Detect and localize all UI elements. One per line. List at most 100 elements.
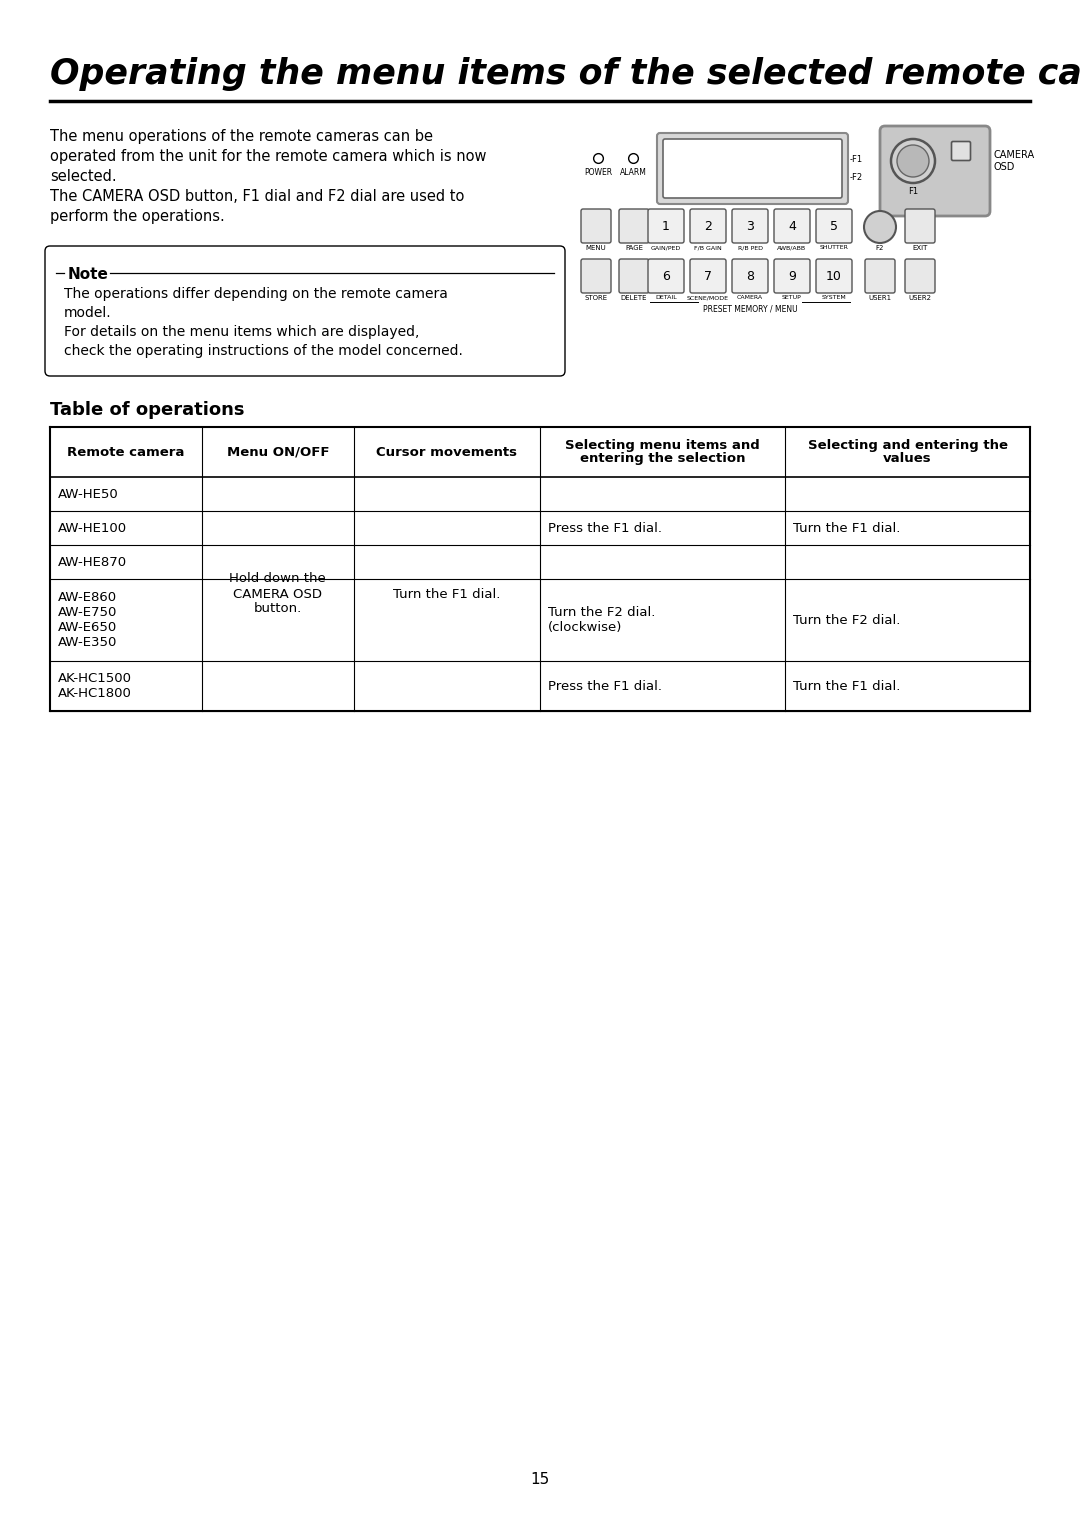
- Text: Selecting and entering the: Selecting and entering the: [808, 438, 1008, 452]
- FancyBboxPatch shape: [905, 209, 935, 243]
- Text: 4: 4: [788, 220, 796, 234]
- Text: AW-E350: AW-E350: [58, 637, 118, 649]
- Text: AW-HE100: AW-HE100: [58, 522, 127, 534]
- Circle shape: [897, 145, 929, 177]
- Text: AW-E650: AW-E650: [58, 621, 118, 634]
- Text: button.: button.: [254, 603, 302, 615]
- Text: 9: 9: [788, 270, 796, 284]
- Text: CAMERA: CAMERA: [737, 295, 764, 299]
- FancyBboxPatch shape: [905, 260, 935, 293]
- Text: AK-HC1800: AK-HC1800: [58, 687, 132, 699]
- Text: For details on the menu items which are displayed,: For details on the menu items which are …: [64, 325, 419, 339]
- Text: 5: 5: [831, 220, 838, 234]
- Text: EXIT: EXIT: [913, 244, 928, 250]
- Text: Remote camera: Remote camera: [67, 446, 185, 458]
- Text: ALARM: ALARM: [620, 168, 647, 177]
- Text: AW-E750: AW-E750: [58, 606, 118, 618]
- Text: DELETE: DELETE: [621, 295, 647, 301]
- Text: 10: 10: [826, 270, 842, 284]
- Text: AW-HE870: AW-HE870: [58, 556, 127, 568]
- Text: selected.: selected.: [50, 169, 117, 183]
- Text: Press the F1 dial.: Press the F1 dial.: [548, 680, 662, 693]
- Text: perform the operations.: perform the operations.: [50, 209, 225, 224]
- FancyBboxPatch shape: [732, 209, 768, 243]
- Text: DETAIL: DETAIL: [656, 295, 677, 299]
- Text: AWB/ABB: AWB/ABB: [778, 244, 807, 250]
- FancyBboxPatch shape: [690, 260, 726, 293]
- Text: The CAMERA OSD button, F1 dial and F2 dial are used to: The CAMERA OSD button, F1 dial and F2 di…: [50, 189, 464, 205]
- Text: SHUTTER: SHUTTER: [820, 244, 849, 250]
- Text: CAMERA
OSD: CAMERA OSD: [993, 150, 1035, 173]
- Text: AK-HC1500: AK-HC1500: [58, 672, 132, 686]
- Text: The operations differ depending on the remote camera: The operations differ depending on the r…: [64, 287, 448, 301]
- Text: AW-HE50: AW-HE50: [58, 487, 119, 501]
- FancyBboxPatch shape: [663, 139, 842, 199]
- Text: MENU: MENU: [585, 244, 606, 250]
- Text: model.: model.: [64, 305, 111, 321]
- Text: Operating the menu items of the selected remote camera: Operating the menu items of the selected…: [50, 56, 1080, 92]
- Text: -F2: -F2: [850, 173, 863, 182]
- Text: F1: F1: [908, 186, 918, 195]
- Text: (clockwise): (clockwise): [548, 621, 622, 635]
- Text: entering the selection: entering the selection: [580, 452, 745, 466]
- Text: The menu operations of the remote cameras can be: The menu operations of the remote camera…: [50, 128, 433, 144]
- FancyBboxPatch shape: [880, 127, 990, 215]
- Text: check the operating instructions of the model concerned.: check the operating instructions of the …: [64, 344, 463, 357]
- Text: 3: 3: [746, 220, 754, 234]
- Text: Turn the F1 dial.: Turn the F1 dial.: [393, 588, 501, 600]
- Text: values: values: [883, 452, 932, 466]
- Text: F2: F2: [876, 244, 885, 250]
- Text: SETUP: SETUP: [782, 295, 801, 299]
- Text: Note: Note: [68, 267, 109, 282]
- Text: 8: 8: [746, 270, 754, 284]
- Text: Menu ON/OFF: Menu ON/OFF: [227, 446, 329, 458]
- FancyBboxPatch shape: [732, 260, 768, 293]
- Text: STORE: STORE: [584, 295, 608, 301]
- Text: PRESET MEMORY / MENU: PRESET MEMORY / MENU: [703, 305, 797, 315]
- Text: USER2: USER2: [908, 295, 931, 301]
- Text: PAGE: PAGE: [625, 244, 643, 250]
- Text: SCENE/MODE: SCENE/MODE: [687, 295, 729, 299]
- FancyBboxPatch shape: [690, 209, 726, 243]
- FancyBboxPatch shape: [816, 209, 852, 243]
- Text: R/B PED: R/B PED: [738, 244, 762, 250]
- Text: Hold down the: Hold down the: [229, 573, 326, 585]
- Circle shape: [864, 211, 896, 243]
- FancyBboxPatch shape: [581, 209, 611, 243]
- Text: GAIN/PED: GAIN/PED: [651, 244, 681, 250]
- Text: operated from the unit for the remote camera which is now: operated from the unit for the remote ca…: [50, 150, 486, 163]
- Circle shape: [891, 139, 935, 183]
- Text: POWER: POWER: [584, 168, 612, 177]
- Text: 1: 1: [662, 220, 670, 234]
- Text: Selecting menu items and: Selecting menu items and: [565, 438, 760, 452]
- Text: AW-E860: AW-E860: [58, 591, 117, 605]
- FancyBboxPatch shape: [581, 260, 611, 293]
- FancyBboxPatch shape: [951, 142, 971, 160]
- FancyBboxPatch shape: [774, 209, 810, 243]
- FancyBboxPatch shape: [619, 260, 649, 293]
- FancyBboxPatch shape: [619, 209, 649, 243]
- Text: 6: 6: [662, 270, 670, 284]
- Text: 7: 7: [704, 270, 712, 284]
- Text: -F1: -F1: [850, 156, 863, 163]
- Text: 15: 15: [530, 1472, 550, 1487]
- Text: Press the F1 dial.: Press the F1 dial.: [548, 522, 662, 534]
- Text: USER1: USER1: [868, 295, 892, 301]
- Text: Cursor movements: Cursor movements: [377, 446, 517, 458]
- Text: 2: 2: [704, 220, 712, 234]
- FancyBboxPatch shape: [657, 133, 848, 205]
- FancyBboxPatch shape: [648, 260, 684, 293]
- FancyBboxPatch shape: [865, 260, 895, 293]
- FancyBboxPatch shape: [816, 260, 852, 293]
- Text: CAMERA OSD: CAMERA OSD: [233, 588, 322, 600]
- Text: Turn the F1 dial.: Turn the F1 dial.: [793, 680, 901, 693]
- Text: Turn the F1 dial.: Turn the F1 dial.: [793, 522, 901, 534]
- FancyBboxPatch shape: [45, 246, 565, 376]
- FancyBboxPatch shape: [648, 209, 684, 243]
- FancyBboxPatch shape: [774, 260, 810, 293]
- Text: Turn the F2 dial.: Turn the F2 dial.: [548, 606, 656, 618]
- Text: Turn the F2 dial.: Turn the F2 dial.: [793, 614, 901, 626]
- Text: Table of operations: Table of operations: [50, 402, 244, 418]
- Text: F/B GAIN: F/B GAIN: [694, 244, 721, 250]
- Text: SYSTEM: SYSTEM: [822, 295, 847, 299]
